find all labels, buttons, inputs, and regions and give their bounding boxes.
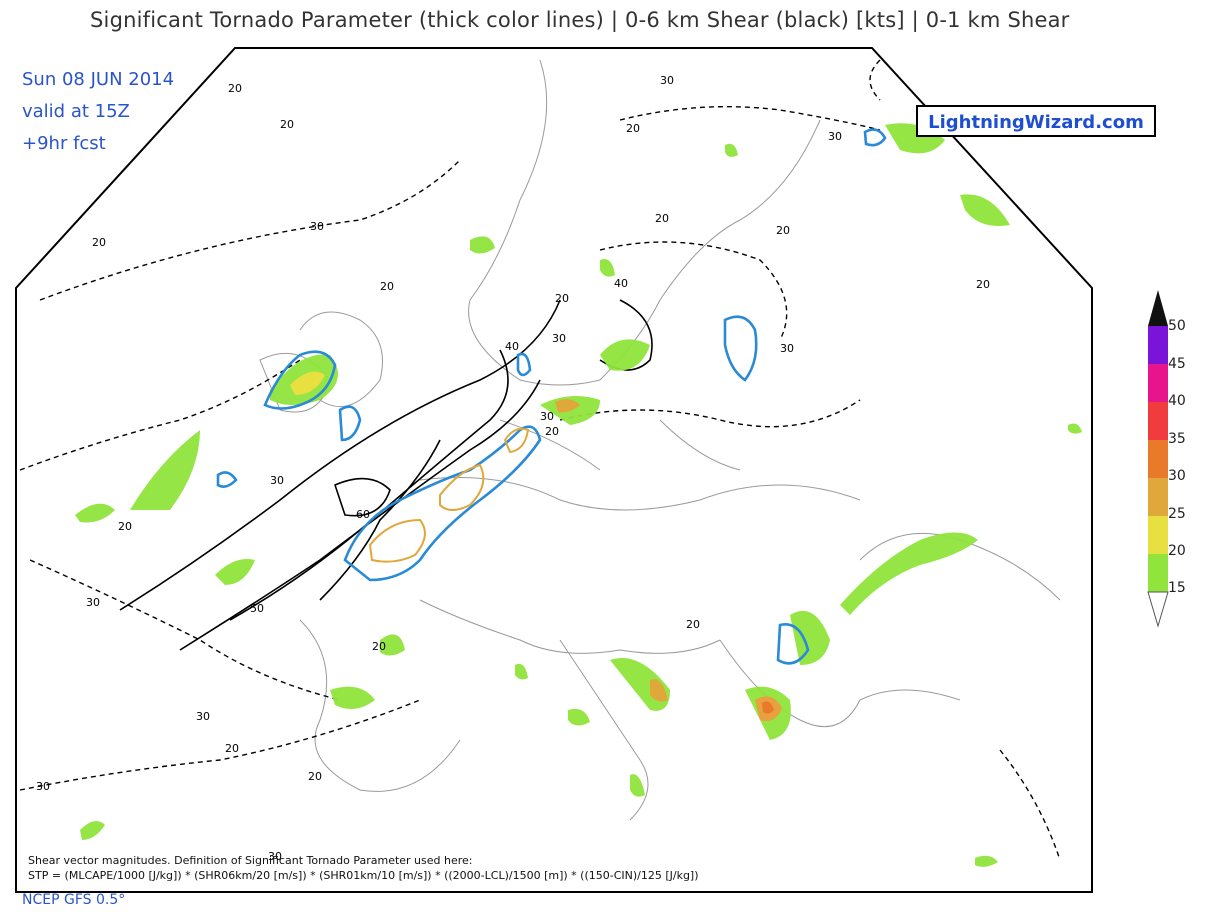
contour-label: 20: [372, 640, 386, 653]
scale-label: 50: [1168, 318, 1186, 334]
shear-contours: [119, 299, 653, 651]
map-frame: [15, 47, 1093, 893]
contour-label: 30: [196, 710, 210, 723]
scale-swatch: [1148, 554, 1168, 592]
scale-swatch: [1148, 326, 1168, 364]
contour-label: 30: [828, 130, 842, 143]
scale-label: 20: [1168, 543, 1186, 559]
color-scale-legend: 50 45 40 35 30 25 20 15: [1146, 288, 1216, 628]
scale-swatch: [1148, 516, 1168, 554]
contour-label: 60: [356, 508, 370, 521]
scale-swatch: [1148, 364, 1168, 402]
scale-label: 45: [1168, 356, 1186, 372]
scale-label: 25: [1168, 506, 1186, 522]
model-credit: NCEP GFS 0.5°: [22, 892, 126, 908]
stp-high-areas: [290, 371, 782, 722]
stp-contours: [216, 128, 887, 665]
scale-swatch: [1148, 440, 1168, 478]
contour-label: 20: [280, 118, 294, 131]
stp-definition-footnote: Shear vector magnitudes. Definition of S…: [28, 853, 699, 883]
contour-label: 50: [250, 602, 264, 615]
contour-label: 30: [86, 596, 100, 609]
contour-label: 20: [545, 425, 559, 438]
scale-label: 40: [1168, 393, 1186, 409]
contour-label: 20: [776, 224, 790, 237]
contour-label: 30: [780, 342, 794, 355]
contour-label: 20: [92, 236, 106, 249]
valid-time-text: valid at 15Z: [22, 101, 130, 122]
contour-label: 40: [505, 340, 519, 353]
contour-label: 30: [270, 474, 284, 487]
brand-logo: LightningWizard.com: [916, 105, 1156, 137]
footnote-formula: STP = (MLCAPE/1000 [J/kg]) * (SHR06km/20…: [28, 869, 699, 882]
contour-label: 20: [225, 742, 239, 755]
contour-label: 30: [660, 74, 674, 87]
contour-label: 20: [626, 122, 640, 135]
contour-label: 30: [540, 410, 554, 423]
contour-label: 40: [614, 277, 628, 290]
scale-swatch: [1148, 478, 1168, 516]
scale-top-arrow: [1148, 290, 1168, 326]
contour-label: 20: [976, 278, 990, 291]
contour-label: 30: [268, 850, 282, 863]
scale-label: 30: [1168, 468, 1186, 484]
scale-label: 15: [1168, 580, 1186, 596]
contour-label: 30: [310, 220, 324, 233]
contour-label: 30: [552, 332, 566, 345]
contour-label: 20: [380, 280, 394, 293]
forecast-hour-text: +9hr fcst: [22, 133, 106, 154]
date-text: Sun 08 JUN 2014: [22, 69, 175, 90]
forecast-info: Sun 08 JUN 2014 valid at 15Z +9hr fcst: [22, 64, 174, 160]
shear-contours-dashed: [19, 59, 1061, 861]
stp-contours-high: [368, 427, 530, 563]
contour-label: 20: [655, 212, 669, 225]
scale-bottom-arrow: [1147, 591, 1169, 628]
contour-label: 20: [118, 520, 132, 533]
scale-label: 35: [1168, 431, 1186, 447]
contour-label: 30: [36, 780, 50, 793]
footnote-line: Shear vector magnitudes. Definition of S…: [28, 854, 473, 867]
contour-label: 20: [686, 618, 700, 631]
contour-label-group: 20 20 30 20 20 40 30 30 20 60 50 30 20 3…: [36, 74, 990, 863]
scale-swatch: [1148, 402, 1168, 440]
color-scale-bar: [1147, 290, 1169, 628]
map-title: Significant Tornado Parameter (thick col…: [90, 8, 1070, 32]
contour-label: 20: [308, 770, 322, 783]
contour-label: 20: [555, 292, 569, 305]
contour-label: 20: [228, 82, 242, 95]
